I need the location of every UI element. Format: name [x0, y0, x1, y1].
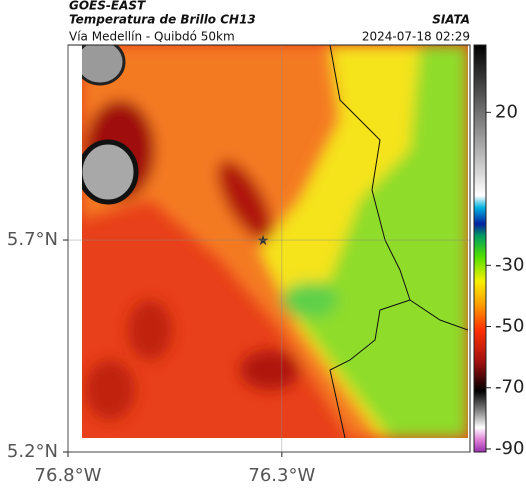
colorbar-tick-label: -70 — [495, 377, 524, 398]
x-tick-label: 76.3°W — [248, 465, 315, 486]
product-title: Temperatura de Brillo CH13 — [69, 13, 256, 27]
y-tick-label: 5.2°N — [7, 441, 58, 462]
colorbar — [473, 44, 487, 453]
colorbar-tick-label: 20 — [495, 101, 518, 122]
source-label: SIATA — [432, 13, 470, 27]
city-marker: ★ — [257, 233, 270, 249]
x-tick-label: 76.8°W — [35, 465, 102, 486]
colorbar-tick-label: -50 — [495, 316, 524, 337]
colorbar-tick-label: -30 — [495, 254, 524, 275]
y-tick-label: 5.7°N — [7, 229, 58, 250]
timestamp: 2024-07-18 02:29 — [362, 30, 470, 44]
route-subtitle: Vía Medellín - Quibdó 50km — [69, 30, 235, 44]
satellite-label: GOES-EAST — [69, 0, 146, 13]
temperature-field: ★ — [82, 45, 468, 438]
colorbar-tick-label: -90 — [495, 438, 524, 459]
